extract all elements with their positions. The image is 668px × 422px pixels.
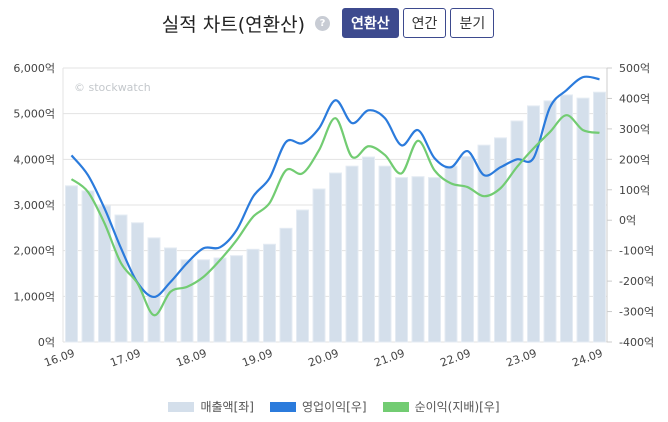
performance-chart: 0억 1,000억 2,000억 3,000억 4,000억 5,000억 6,000억 -4… xyxy=(13,62,654,370)
quarterly-button[interactable]: 분기 xyxy=(450,8,495,38)
left-axis-tick-label: 4,000억 xyxy=(13,153,55,166)
revenue-bar xyxy=(296,209,309,343)
x-axis-tick-label: 17.09 xyxy=(108,347,142,370)
revenue-bar xyxy=(461,156,474,343)
right-axis-tick-label: 100억 xyxy=(619,184,650,197)
x-axis-tick-label: 21.09 xyxy=(372,347,406,370)
help-icon[interactable]: ? xyxy=(315,15,331,31)
legend-item-net-income[interactable]: 순이익(지배)[우] xyxy=(382,398,500,415)
x-axis-tick-label: 23.09 xyxy=(504,347,538,370)
legend-item-operating-profit[interactable]: 영업이익[우] xyxy=(269,398,367,415)
legend-label: 매출액[좌] xyxy=(200,400,254,414)
right-axis-tick-label: -200억 xyxy=(619,275,654,288)
annual-button[interactable]: 연간 xyxy=(402,8,447,38)
revenue-bar xyxy=(444,165,458,343)
right-axis-tick-label: 0억 xyxy=(619,214,636,227)
revenue-bar xyxy=(494,137,507,343)
net-income-line xyxy=(70,114,600,317)
right-axis-tick-label: -400억 xyxy=(619,336,654,349)
x-axis-tick-label: 24.09 xyxy=(570,347,604,370)
revenue-bar xyxy=(345,165,359,343)
revenue-bar xyxy=(180,259,194,343)
revenue-bar xyxy=(312,188,326,343)
left-axis-tick-label: 1,000억 xyxy=(13,290,55,303)
annualized-button[interactable]: 연환산 xyxy=(342,8,399,38)
revenue-bar xyxy=(230,255,243,343)
left-axis-tick-label: 6,000억 xyxy=(13,62,55,75)
revenue-bar xyxy=(576,97,590,343)
legend-item-revenue[interactable]: 매출액[좌] xyxy=(168,398,254,415)
watermark: © stockwatch xyxy=(74,81,151,94)
revenue-bar xyxy=(329,172,342,343)
chart-title: 실적 차트(연환산) xyxy=(161,13,306,36)
right-axis-tick-label: -100억 xyxy=(619,245,654,258)
revenue-bar xyxy=(279,227,293,343)
right-axis-tick-label: 300억 xyxy=(619,123,650,136)
revenue-bar xyxy=(395,177,408,343)
x-axis-tick-label: 19.09 xyxy=(240,347,274,370)
revenue-bar xyxy=(98,205,111,343)
left-axis-tick-label: 2,000억 xyxy=(13,245,55,258)
right-axis-tick-label: 200억 xyxy=(619,153,650,166)
revenue-bar xyxy=(593,91,606,343)
revenue-bar xyxy=(246,248,260,343)
revenue-bar xyxy=(213,257,227,343)
revenue-bar xyxy=(378,165,392,343)
x-axis-tick-label: 18.09 xyxy=(174,347,208,370)
right-axis-tick-label: 500억 xyxy=(619,62,650,75)
revenue-bar xyxy=(510,120,524,343)
legend-swatch xyxy=(168,401,195,412)
revenue-bar xyxy=(428,177,441,343)
left-axis-tick-label: 0억 xyxy=(38,336,55,349)
left-axis-tick-label: 5,000억 xyxy=(13,108,55,121)
chart-legend: 매출액[좌] 영업이익[우] 순이익(지배)[우] xyxy=(0,398,668,415)
revenue-bar xyxy=(543,100,557,343)
revenue-bar xyxy=(263,243,276,343)
x-axis-tick-label: 16.09 xyxy=(42,347,76,370)
left-axis-tick-label: 3,000억 xyxy=(13,199,55,212)
revenue-bar xyxy=(411,176,425,343)
revenue-bar xyxy=(527,105,540,343)
right-axis-tick-label: -300억 xyxy=(619,306,654,319)
right-axis-tick-label: 400억 xyxy=(619,92,650,105)
revenue-bar xyxy=(147,237,161,343)
revenue-bar xyxy=(81,190,95,343)
revenue-bar xyxy=(362,156,375,343)
chart-header: 실적 차트(연환산) ? 연환산 연간 분기 xyxy=(0,6,668,40)
legend-label: 영업이익[우] xyxy=(301,400,367,414)
legend-swatch xyxy=(269,401,296,412)
revenue-bar xyxy=(560,94,573,343)
x-axis-tick-label: 20.09 xyxy=(306,347,340,370)
revenue-bar xyxy=(114,214,128,343)
legend-swatch xyxy=(382,401,409,412)
x-axis-tick-label: 22.09 xyxy=(438,347,472,370)
revenue-bar xyxy=(65,185,78,343)
legend-label: 순이익(지배)[우] xyxy=(414,400,500,414)
revenue-bar xyxy=(164,247,177,343)
operating-profit-line xyxy=(70,75,600,299)
